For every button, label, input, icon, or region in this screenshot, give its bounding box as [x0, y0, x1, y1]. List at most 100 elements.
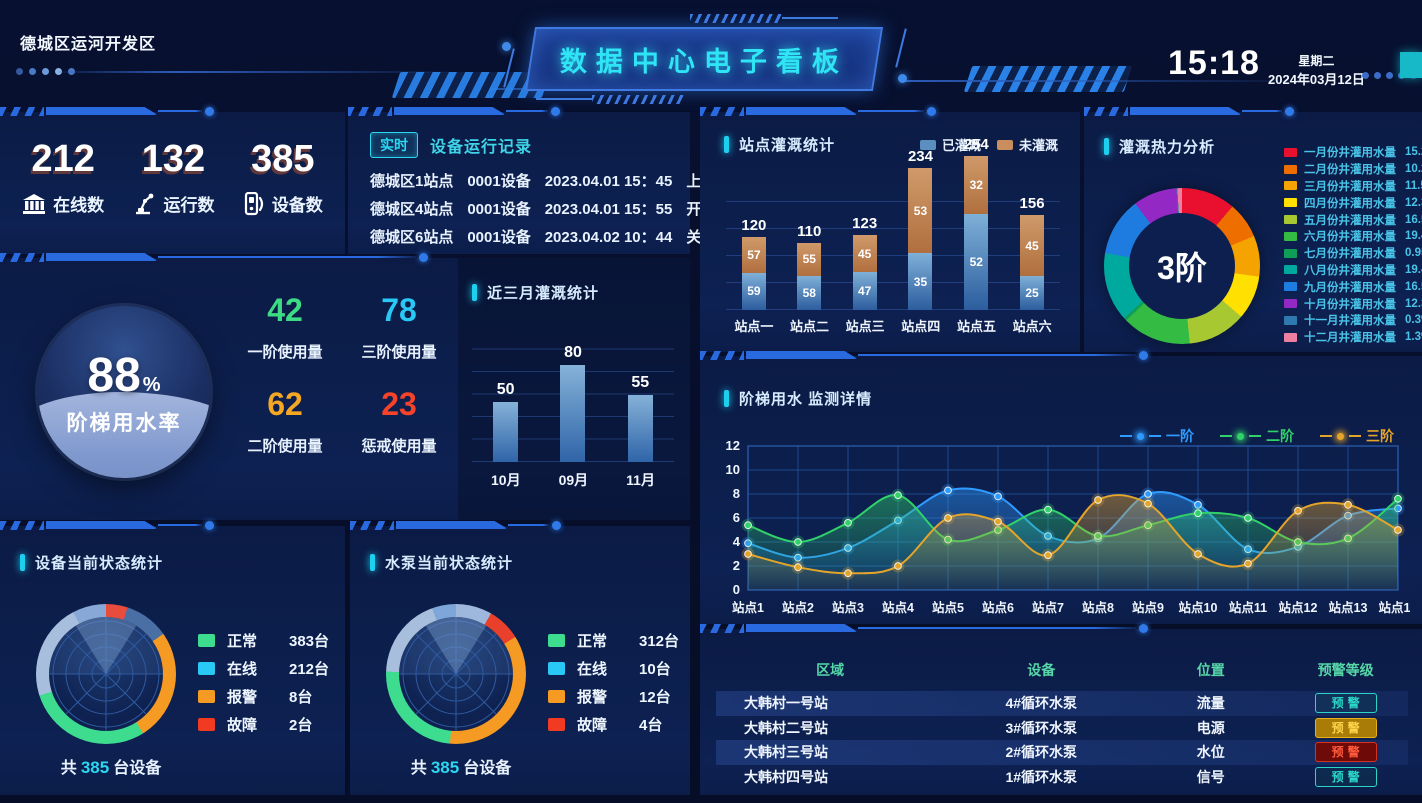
alarm-badge[interactable]: 预警: [1314, 766, 1377, 787]
line-legend-item-一阶[interactable]: 一阶: [1120, 426, 1194, 446]
table-header-cell: 预警等级: [1317, 662, 1374, 678]
month-bar: [560, 365, 586, 462]
ring-hole: [399, 617, 513, 731]
svg-text:站点3: 站点3: [832, 600, 864, 615]
bar-segment-unirrigated: 32: [964, 155, 989, 215]
svg-text:站点2: 站点2: [782, 600, 814, 615]
heat-donut-hole: 3阶: [1129, 213, 1235, 319]
heat-legend-item[interactable]: 七月份井灌用水量 0.95%: [1284, 245, 1422, 262]
bar-total-label: 234: [907, 147, 933, 165]
water-fill: [38, 392, 210, 478]
alarm-table: 区域 设备 位置 预警等级 大韩村一号站 4#循环水泵 流量 预警 大韩村二号站 3#循环水泵 电源…: [716, 653, 1408, 789]
legend-swatch: [198, 717, 215, 731]
legend-swatch: [1284, 147, 1297, 157]
legend-label: 一阶: [1166, 428, 1194, 444]
legend-item-已灌溉[interactable]: 已灌溉: [919, 135, 981, 154]
status-legend-item-故障[interactable]: 故障 4台: [548, 710, 679, 738]
banner-line-bottom: [536, 98, 592, 100]
month-bar: [627, 395, 653, 462]
water-rate-gauge: 88 % 阶梯用水率: [38, 306, 210, 478]
x-axis-label: 站点四: [901, 319, 941, 334]
alarm-badge[interactable]: 预警: [1314, 742, 1377, 763]
legend-label: 在线: [227, 660, 258, 678]
heat-legend-item[interactable]: 八月份井灌用水量 19.4%: [1284, 262, 1422, 279]
legend-count: 2台: [289, 716, 313, 734]
legend-swatch: [198, 633, 215, 647]
bar-segment-irrigated: 59: [741, 272, 766, 310]
table-row: 大韩村四号站 1#循环水泵 信号 预警: [716, 765, 1408, 790]
svg-text:站点14: 站点14: [1379, 600, 1410, 615]
realtime-badge: 实时: [370, 132, 418, 158]
pump-status-total: 共 385 台设备: [410, 758, 512, 777]
usage-value: 23: [381, 386, 417, 422]
legend-swatch: [919, 139, 936, 150]
legend-swatch: [548, 717, 565, 731]
status-legend-item-报警[interactable]: 报警 8台: [198, 682, 329, 710]
recent-months-section: 近三月灌溉统计 50 80 55 10月 09月 11月: [458, 258, 690, 520]
heat-legend-item[interactable]: 一月份井灌用水量 15.2%: [1284, 144, 1422, 161]
status-legend-item-在线[interactable]: 在线 212台: [198, 654, 329, 682]
legend-label: 九月份井灌用水量: [1304, 281, 1396, 294]
stat-item-设备数: 385 设备数: [243, 138, 323, 216]
legend-label: 二月份井灌用水量: [1304, 164, 1396, 177]
cell-device: 2#循环水泵: [1005, 744, 1078, 761]
cell-level: 预警: [1283, 717, 1408, 738]
alarm-badge[interactable]: 预警: [1314, 693, 1377, 714]
line-legend-item-二阶[interactable]: 二阶: [1220, 426, 1294, 446]
heat-legend-item[interactable]: 十一月井灌用水量 0.3%: [1284, 312, 1422, 329]
svg-text:站点5: 站点5: [932, 600, 964, 615]
legend-value: 16.5%: [1405, 213, 1422, 226]
heat-legend-item[interactable]: 二月份井灌用水量 10.25: [1284, 161, 1422, 178]
recent-months-xlabels: 10月 09月 11月: [472, 470, 674, 490]
legend-value: 12.3%: [1405, 196, 1422, 209]
record-device: 0001设备: [467, 229, 531, 246]
water-rate-unit: %: [142, 373, 161, 396]
x-axis-label: 站点二: [789, 319, 829, 334]
bar-segment-irrigated: 58: [797, 275, 822, 310]
status-legend-item-在线[interactable]: 在线 10台: [548, 654, 679, 682]
panel-site-irrigation: 站点灌溉统计 已灌溉 未灌溉 120 57 59 110 55 58 123 45 47 234 53…: [700, 106, 1080, 352]
legend-swatch: [1284, 332, 1297, 342]
heat-legend-item[interactable]: 四月份井灌用水量 12.3%: [1284, 194, 1422, 211]
record-time: 2023.04.01 15：45: [544, 173, 673, 190]
legend-dot: [1137, 432, 1144, 440]
ring-hole: [49, 617, 163, 731]
table-header-row: 区域 设备 位置 预警等级: [716, 653, 1408, 687]
svg-text:4: 4: [733, 534, 741, 549]
banner-dot-left: [502, 42, 511, 51]
status-legend-item-正常[interactable]: 正常 383台: [198, 626, 329, 654]
table-header-cell: 位置: [1196, 662, 1225, 678]
status-legend-item-报警[interactable]: 报警 12台: [548, 682, 679, 710]
bar-column: 254 32 52: [964, 136, 989, 310]
heat-legend-item[interactable]: 十月份井灌用水量 12.3%: [1284, 295, 1422, 312]
record-device: 0001设备: [467, 173, 531, 190]
table-row: 大韩村二号站 3#循环水泵 电源 预警: [716, 716, 1408, 741]
corner-accent-block: [1400, 52, 1422, 78]
month-bar-column: 80: [560, 344, 586, 462]
bar-column: 120 57 59: [741, 217, 766, 310]
heat-legend-item[interactable]: 六月份井灌用水量 19.4%: [1284, 228, 1422, 245]
status-legend-item-正常[interactable]: 正常 312台: [548, 626, 679, 654]
heat-legend-item[interactable]: 十二月井灌用水量 1.3%: [1284, 329, 1422, 346]
legend-item-未灌溉[interactable]: 未灌溉: [996, 135, 1058, 154]
heat-title: 灌溉热力分析: [1119, 139, 1216, 156]
status-legend-item-故障[interactable]: 故障 2台: [198, 710, 329, 738]
x-axis-label: 站点三: [845, 319, 885, 334]
bar-segment-irrigated: 52: [964, 214, 989, 310]
heat-legend-item[interactable]: 五月份井灌用水量 16.5%: [1284, 211, 1422, 228]
alarm-badge[interactable]: 预警: [1314, 717, 1377, 738]
record-site: 德城区1站点: [370, 173, 454, 190]
line-legend-item-三阶[interactable]: 三阶: [1320, 426, 1394, 446]
legend-label: 一月份井灌用水量: [1304, 147, 1396, 160]
bar-total-label: 254: [963, 135, 989, 153]
legend-swatch: [1284, 198, 1297, 208]
usage-label: 三阶使用量: [361, 344, 437, 361]
banner-dot-right: [898, 74, 907, 83]
panel-decoration: [0, 106, 214, 116]
usage-value: 42: [267, 292, 303, 328]
legend-value: 19.4%: [1405, 230, 1422, 243]
heat-legend-item[interactable]: 三月份井灌用水量 11.5%: [1284, 178, 1422, 195]
heat-legend-item[interactable]: 九月份井灌用水量 16.5%: [1284, 278, 1422, 295]
